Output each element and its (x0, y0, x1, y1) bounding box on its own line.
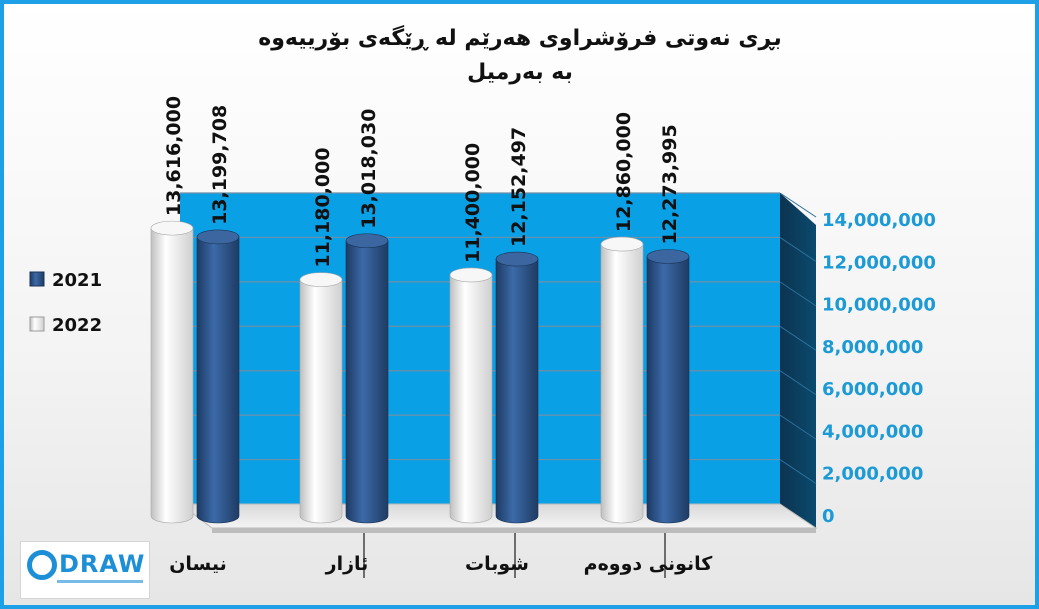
legend-swatch-2021 (29, 271, 45, 287)
bar-cap (196, 229, 240, 245)
value-label: 12,273,995 (659, 124, 681, 244)
y-tick-label: 4,000,000 (822, 421, 923, 442)
chart-title-line-2: بە بەرمیل (467, 60, 573, 85)
bar-2021-1 (495, 251, 539, 524)
bar-2021-3 (196, 229, 240, 524)
bar-cap (345, 233, 389, 249)
value-label: 13,616,000 (163, 96, 185, 216)
y-tick-label: 2,000,000 (822, 464, 923, 485)
side-wall (780, 193, 816, 528)
bars (150, 220, 690, 524)
bar-2021-0 (646, 249, 690, 524)
bar-cap (495, 251, 539, 267)
legend: 2021 2022 (29, 270, 102, 336)
bar-2022-3 (150, 220, 194, 524)
value-label: 13,199,708 (209, 105, 231, 225)
gridline-side (779, 370, 817, 396)
value-label: 13,018,030 (358, 109, 380, 229)
chart-title-line-1: بڕی نەوتی فرۆشراوی هەرێم لە ڕێگەی بۆرییە… (258, 24, 782, 51)
gridline-side (779, 459, 817, 484)
category-label: کانونی دووەم (584, 553, 714, 575)
gridline-side (779, 192, 817, 218)
legend-label-2022: 2022 (52, 315, 102, 336)
bar-body (449, 274, 493, 524)
bar-2022-1 (449, 267, 493, 524)
value-label: 12,152,497 (508, 127, 530, 247)
bar-body (345, 240, 389, 524)
bar-cap (150, 220, 194, 236)
bar-body (196, 236, 240, 524)
logo-mark-icon (27, 550, 57, 580)
bar-body (299, 279, 343, 524)
bar-body (646, 256, 690, 524)
legend-label-2021: 2021 (52, 270, 102, 291)
bar-2022-0 (600, 236, 644, 524)
bar-cap (449, 267, 493, 283)
value-labels: 12,860,000 12,273,995 11,400,000 12,152,497… (163, 96, 681, 268)
y-tick-label: 8,000,000 (822, 337, 923, 358)
gridline-side (779, 281, 817, 307)
value-label: 11,180,000 (312, 147, 334, 267)
logo-underline (57, 580, 143, 583)
gridline-side (779, 414, 817, 440)
draw-logo: DRAW (20, 541, 150, 599)
y-tick-label: 10,000,000 (822, 295, 936, 316)
bar-2021-2 (345, 233, 389, 524)
gridline-side (779, 325, 817, 351)
bar-body (600, 243, 644, 524)
legend-swatch-2022 (29, 316, 45, 332)
bar-body (150, 227, 194, 524)
bar-cap (600, 236, 644, 252)
bar-cap (646, 249, 690, 264)
logo-text: DRAW (59, 550, 146, 578)
value-label: 12,860,000 (613, 112, 635, 232)
y-axis: 0 2,000,000 4,000,000 6,000,000 8,000,000 10,… (363, 210, 936, 578)
y-tick-label: 0 (822, 506, 835, 527)
category-axis: کانونی دووەم شوبات ئازار نیسان (169, 553, 713, 575)
category-label: شوبات (465, 553, 529, 575)
y-tick-label: 12,000,000 (822, 252, 936, 273)
y-tick-label: 6,000,000 (822, 379, 923, 400)
value-label: 11,400,000 (462, 143, 484, 263)
bar-body (495, 258, 539, 524)
category-label: ئازار (325, 553, 369, 575)
bar-cap (299, 272, 343, 287)
gridline-side (779, 237, 817, 262)
y-tick-label: 14,000,000 (822, 210, 936, 231)
bar-2022-2 (299, 272, 343, 524)
category-label: نیسان (169, 553, 227, 575)
floor-edge (212, 528, 816, 533)
